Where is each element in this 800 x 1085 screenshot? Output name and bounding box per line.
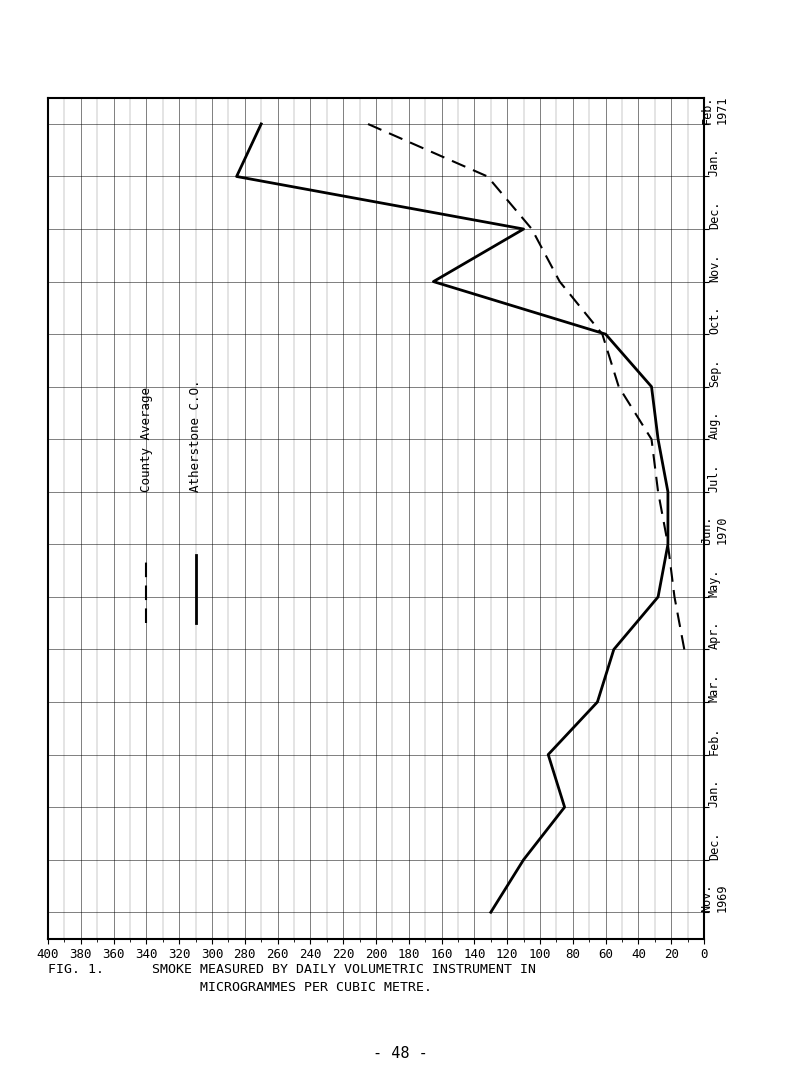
Text: - 48 -: - 48 -	[373, 1046, 427, 1061]
Text: Atherstone C.O.: Atherstone C.O.	[189, 380, 202, 492]
Text: FIG. 1.      SMOKE MEASURED BY DAILY VOLUMETRIC INSTRUMENT IN: FIG. 1. SMOKE MEASURED BY DAILY VOLUMETR…	[48, 963, 536, 976]
Text: County Average: County Average	[140, 387, 153, 492]
Text: MICROGRAMMES PER CUBIC METRE.: MICROGRAMMES PER CUBIC METRE.	[48, 981, 432, 994]
